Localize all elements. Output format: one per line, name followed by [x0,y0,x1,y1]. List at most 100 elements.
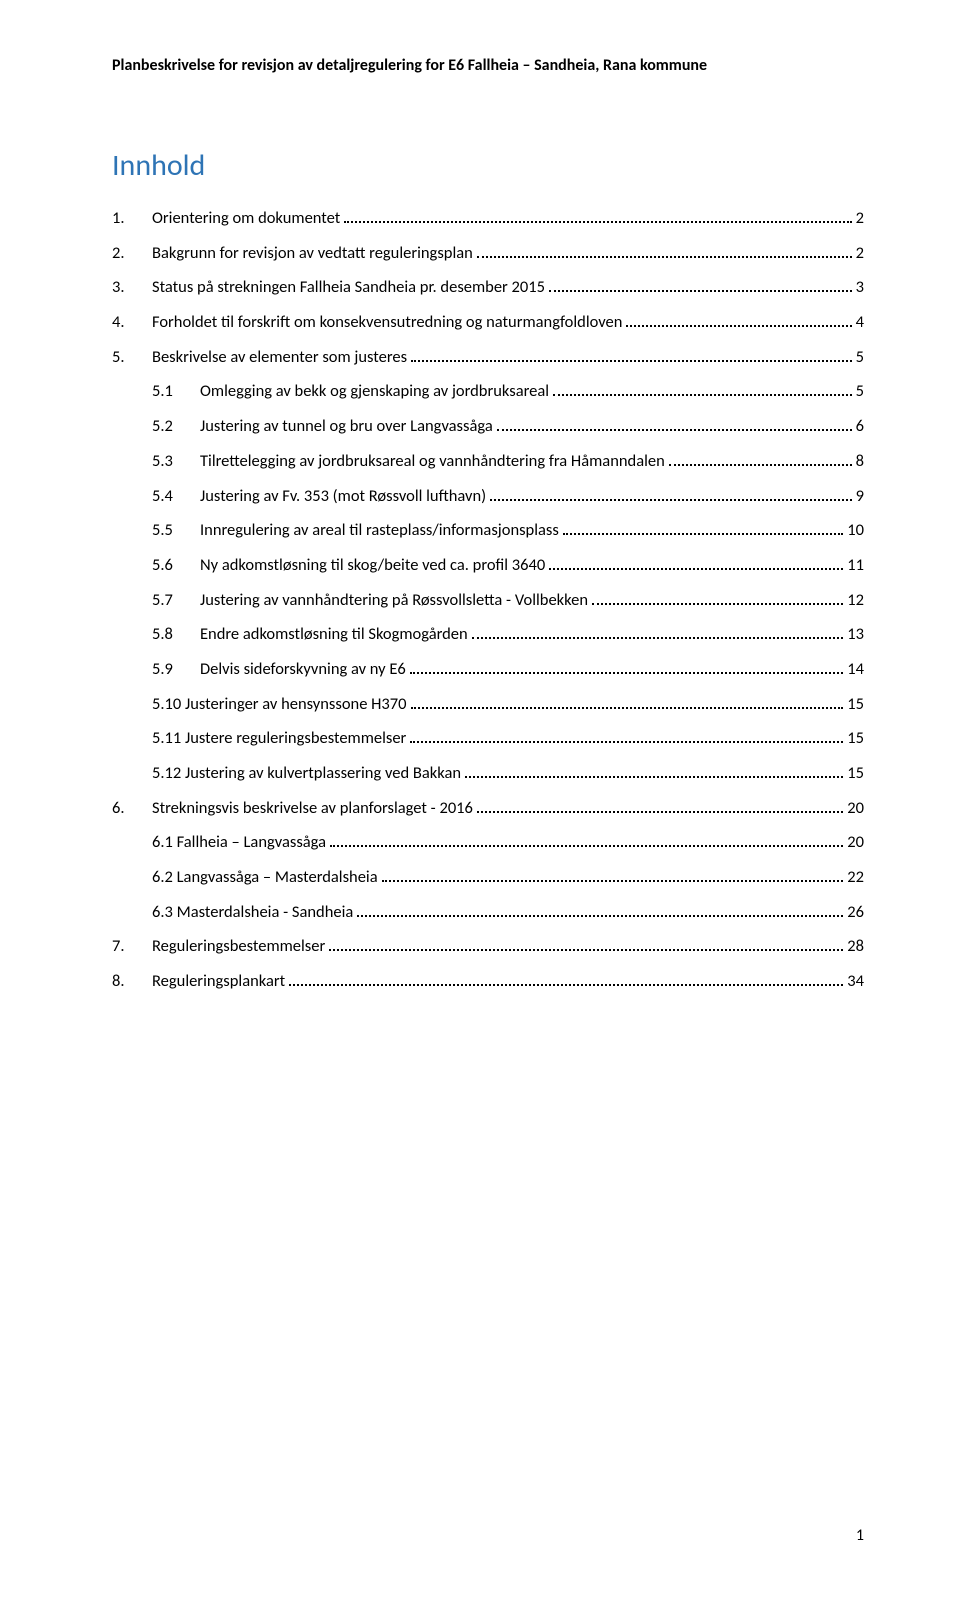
toc-entry-label: Omlegging av bekk og gjenskaping av jord… [200,383,549,400]
toc-leader-dots [477,256,852,258]
toc-entry-page: 11 [847,557,864,574]
toc-entry-label: 5.10 Justeringer av hensynssone H370 [152,696,407,713]
toc-entry: 6.Strekningsvis beskrivelse av planforsl… [112,800,864,817]
toc-entry-page: 15 [847,696,864,713]
toc-entry: 1.Orientering om dokumentet 2 [112,210,864,227]
toc-entry-page: 9 [856,488,864,505]
toc-entry-label: Tilrettelegging av jordbruksareal og van… [200,453,665,470]
toc-entry-label: Ny adkomstløsning til skog/beite ved ca.… [200,557,545,574]
toc-entry-number: 2. [112,245,152,262]
toc-entry: 5.Beskrivelse av elementer som justeres 5 [112,349,864,366]
toc-entry: 5.4Justering av Fv. 353 (mot Røssvoll lu… [112,488,864,505]
toc-entry-page: 28 [847,938,864,955]
toc-entry: 5.7Justering av vannhåndtering på Røssvo… [112,592,864,609]
toc-entry-number: 1. [112,210,152,227]
toc-leader-dots [382,880,844,882]
toc-entry: 6.3 Masterdalsheia - Sandheia 26 [112,904,864,921]
toc-entry: 5.6Ny adkomstløsning til skog/beite ved … [112,557,864,574]
toc-leader-dots [563,533,843,535]
toc-entry-page: 6 [856,418,864,435]
toc-entry: 5.10 Justeringer av hensynssone H370 15 [112,696,864,713]
toc-entry-page: 10 [847,522,864,539]
toc-leader-dots [410,741,843,743]
toc-entry-number: 8. [112,973,152,990]
toc-entry: 5.11 Justere reguleringsbestemmelser 15 [112,730,864,747]
toc-entry-label: Orientering om dokumentet [152,210,340,227]
toc-entry-label: Justering av tunnel og bru over Langvass… [200,418,493,435]
toc-entry-label: 6.3 Masterdalsheia - Sandheia [152,904,353,921]
toc-entry-label: Reguleringsplankart [152,973,285,990]
toc-leader-dots [626,325,851,327]
toc-leader-dots [410,672,843,674]
toc-leader-dots [490,499,851,501]
toc-entry-label: Reguleringsbestemmelser [152,938,325,955]
toc-entry: 5.2Justering av tunnel og bru over Langv… [112,418,864,435]
toc-leader-dots [592,603,843,605]
toc-leader-dots [465,776,843,778]
toc-entry-page: 20 [847,834,864,851]
toc-entry-label: Innregulering av areal til rasteplass/in… [200,522,559,539]
toc-leader-dots [329,949,843,951]
toc-entry-label: 5.11 Justere reguleringsbestemmelser [152,730,406,747]
toc-entry-page: 8 [856,453,864,470]
toc-entry-page: 2 [856,210,864,227]
toc-entry: 6.1 Fallheia – Langvassåga 20 [112,834,864,851]
toc-entry-number: 7. [112,938,152,955]
toc-entry: 5.12 Justering av kulvertplassering ved … [112,765,864,782]
toc-entry-number: 3. [112,279,152,296]
toc-entry-label: Justering av Fv. 353 (mot Røssvoll lufth… [200,488,486,505]
toc-entry-number: 6. [112,800,152,817]
toc-entry: 2.Bakgrunn for revisjon av vedtatt regul… [112,245,864,262]
toc-entry-label: Bakgrunn for revisjon av vedtatt reguler… [152,245,473,262]
toc-entry-label: 6.2 Langvassåga – Masterdalsheia [152,869,378,886]
toc-leader-dots [411,707,844,709]
toc-entry-number: 5.1 [152,383,200,400]
toc-entry: 5.8Endre adkomstløsning til Skogmogården… [112,626,864,643]
toc-entry-number: 5.4 [152,488,200,505]
document-page: Planbeskrivelse for revisjon av detaljre… [0,0,960,1599]
toc-entry-page: 14 [847,661,864,678]
toc-entry-number: 5.6 [152,557,200,574]
toc-entry-page: 34 [847,973,864,990]
toc-leader-dots [357,915,843,917]
document-header: Planbeskrivelse for revisjon av detaljre… [112,56,864,75]
toc-entry-label: 5.12 Justering av kulvertplassering ved … [152,765,461,782]
toc-leader-dots [477,811,843,813]
toc-entry-page: 2 [856,245,864,262]
toc-entry-label: Delvis sideforskyvning av ny E6 [200,661,406,678]
toc-entry: 5.9Delvis sideforskyvning av ny E6 14 [112,661,864,678]
toc-entry-number: 5.3 [152,453,200,470]
toc-leader-dots [411,360,852,362]
toc-entry-number: 5. [112,349,152,366]
toc-entry-number: 5.9 [152,661,200,678]
toc-entry: 7.Reguleringsbestemmelser 28 [112,938,864,955]
toc-leader-dots [549,290,852,292]
toc-entry-label: 6.1 Fallheia – Langvassåga [152,834,326,851]
toc-entry-label: Beskrivelse av elementer som justeres [152,349,407,366]
toc-leader-dots [669,464,852,466]
toc-entry-page: 5 [856,349,864,366]
toc-entry: 6.2 Langvassåga – Masterdalsheia 22 [112,869,864,886]
toc-entry: 8.Reguleringsplankart 34 [112,973,864,990]
toc-title: Innhold [112,147,864,184]
toc-entry-label: Endre adkomstløsning til Skogmogården [200,626,468,643]
toc-leader-dots [289,984,843,986]
toc-entry-page: 22 [847,869,864,886]
toc-leader-dots [330,845,843,847]
toc-entry-page: 13 [847,626,864,643]
toc-leader-dots [549,568,843,570]
toc-list: 1.Orientering om dokumentet22.Bakgrunn f… [112,210,864,990]
page-number: 1 [856,1526,864,1545]
toc-entry-number: 5.8 [152,626,200,643]
toc-entry: 5.1Omlegging av bekk og gjenskaping av j… [112,383,864,400]
toc-entry-page: 5 [856,383,864,400]
toc-leader-dots [497,429,852,431]
toc-entry-page: 15 [847,765,864,782]
toc-entry-label: Forholdet til forskrift om konsekvensutr… [152,314,622,331]
toc-entry-page: 26 [847,904,864,921]
toc-entry-label: Justering av vannhåndtering på Røssvolls… [200,592,588,609]
toc-entry-number: 5.7 [152,592,200,609]
toc-entry: 5.5Innregulering av areal til rasteplass… [112,522,864,539]
toc-leader-dots [553,394,852,396]
toc-entry-page: 15 [847,730,864,747]
